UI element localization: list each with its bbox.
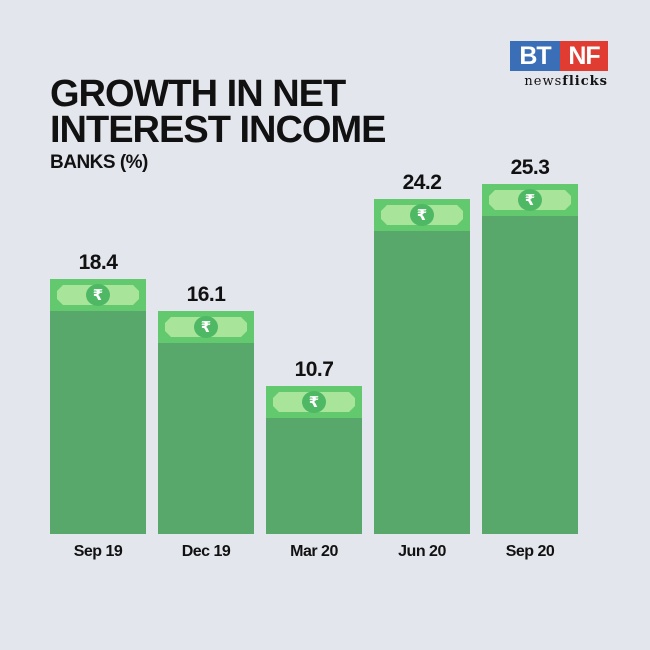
- rupee-icon: ₹: [302, 391, 326, 413]
- chart-title: GROWTH IN NET INTEREST INCOME: [50, 73, 386, 151]
- logo-nf: NF: [560, 41, 608, 71]
- bar: ₹: [482, 184, 578, 534]
- bar: ₹: [50, 279, 146, 534]
- bar: ₹: [374, 199, 470, 534]
- category-label: Sep 20: [505, 543, 555, 560]
- category-label: Mar 20: [290, 543, 338, 560]
- rupee-banknote-icon: ₹: [374, 199, 470, 231]
- rupee-icon: ₹: [518, 189, 542, 211]
- rupee-icon: ₹: [410, 204, 434, 226]
- bar: ₹: [158, 311, 254, 534]
- logo-tagline: newsflicks: [524, 74, 608, 89]
- rupee-icon: ₹: [194, 316, 218, 338]
- value-label: 10.7: [294, 358, 334, 381]
- value-label: 24.2: [402, 171, 442, 194]
- value-label: 18.4: [78, 251, 118, 274]
- rupee-banknote-icon: ₹: [266, 386, 362, 418]
- title-line-2: INTEREST INCOME: [50, 109, 386, 151]
- rupee-banknote-icon: ₹: [50, 279, 146, 311]
- rupee-banknote-icon: ₹: [158, 311, 254, 343]
- logo-bt: BT: [510, 41, 560, 71]
- rupee-icon: ₹: [86, 284, 110, 306]
- value-label: 25.3: [510, 156, 550, 179]
- bar: ₹: [266, 386, 362, 534]
- chart-subtitle: BANKS (%): [50, 152, 148, 173]
- category-label: Jun 20: [398, 543, 446, 560]
- value-label: 16.1: [186, 283, 226, 306]
- btnf-logo: BT NF newsflicks: [510, 41, 608, 89]
- title-line-1: GROWTH IN NET: [50, 73, 346, 115]
- category-label: Dec 19: [181, 543, 231, 560]
- category-label: Sep 19: [73, 543, 123, 560]
- rupee-banknote-icon: ₹: [482, 184, 578, 216]
